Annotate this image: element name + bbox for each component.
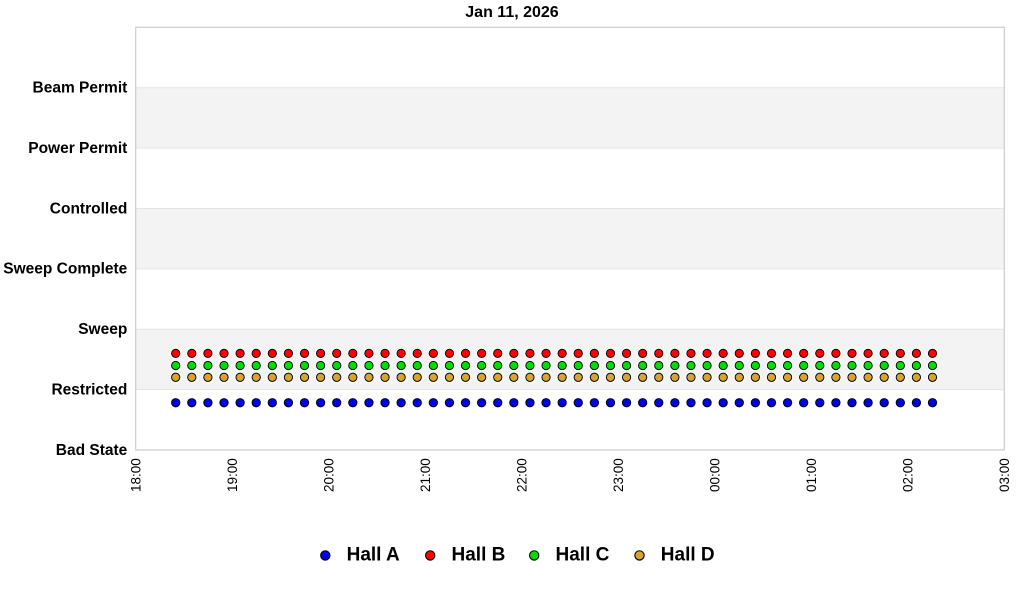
svg-text:Restricted: Restricted bbox=[51, 381, 127, 398]
svg-text:Beam Permit: Beam Permit bbox=[33, 80, 128, 97]
svg-text:Bad State: Bad State bbox=[56, 442, 128, 459]
svg-text:00:00: 00:00 bbox=[708, 458, 723, 492]
svg-text:Power Permit: Power Permit bbox=[28, 140, 127, 157]
svg-text:Jan 11, 2026: Jan 11, 2026 bbox=[465, 4, 559, 21]
svg-text:01:00: 01:00 bbox=[804, 458, 819, 492]
svg-text:21:00: 21:00 bbox=[418, 458, 433, 492]
svg-text:23:00: 23:00 bbox=[611, 458, 626, 492]
svg-text:Controlled: Controlled bbox=[50, 200, 128, 217]
svg-text:Hall D: Hall D bbox=[661, 545, 715, 566]
svg-text:20:00: 20:00 bbox=[321, 458, 336, 492]
svg-text:Hall A: Hall A bbox=[347, 545, 400, 566]
svg-text:Hall C: Hall C bbox=[556, 545, 610, 566]
svg-text:18:00: 18:00 bbox=[128, 458, 143, 492]
svg-text:03:00: 03:00 bbox=[997, 458, 1012, 492]
svg-text:22:00: 22:00 bbox=[514, 458, 529, 492]
svg-text:Sweep Complete: Sweep Complete bbox=[3, 261, 127, 278]
svg-text:02:00: 02:00 bbox=[901, 458, 916, 492]
svg-text:Sweep: Sweep bbox=[78, 321, 127, 338]
svg-text:Hall B: Hall B bbox=[452, 545, 506, 566]
svg-text:19:00: 19:00 bbox=[225, 458, 240, 492]
